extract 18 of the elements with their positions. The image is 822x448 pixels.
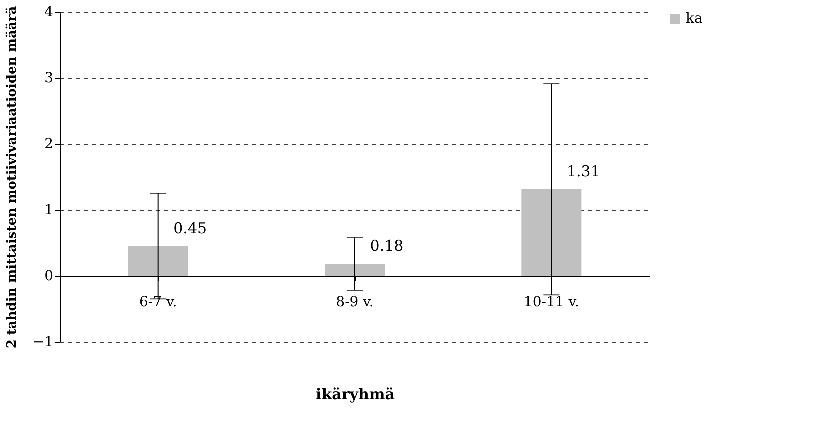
y-tick-label: 3 <box>44 70 54 86</box>
bar <box>522 190 582 276</box>
bar <box>128 246 188 276</box>
y-tick-label: 0 <box>44 268 54 284</box>
legend-label: ka <box>686 11 703 27</box>
x-tick-label: 6-7 v. <box>139 294 178 310</box>
x-tick-label: 8-9 v. <box>336 294 374 310</box>
y-axis-title: 2 tahdin mittaisten motiivivariaatioiden määrä <box>4 6 20 349</box>
x-tick-label: 10-11 v. <box>524 294 580 310</box>
data-label: 1.31 <box>566 162 600 181</box>
y-tick-label: 2 <box>44 136 54 152</box>
y-tick-label: −1 <box>32 334 54 350</box>
bar <box>325 264 385 276</box>
y-tick-label: 4 <box>44 4 54 20</box>
data-label: 0.18 <box>370 237 404 256</box>
data-label: 0.45 <box>174 219 208 238</box>
y-tick-label: 1 <box>44 202 54 218</box>
x-axis-title: ikäryhmä <box>316 386 396 404</box>
